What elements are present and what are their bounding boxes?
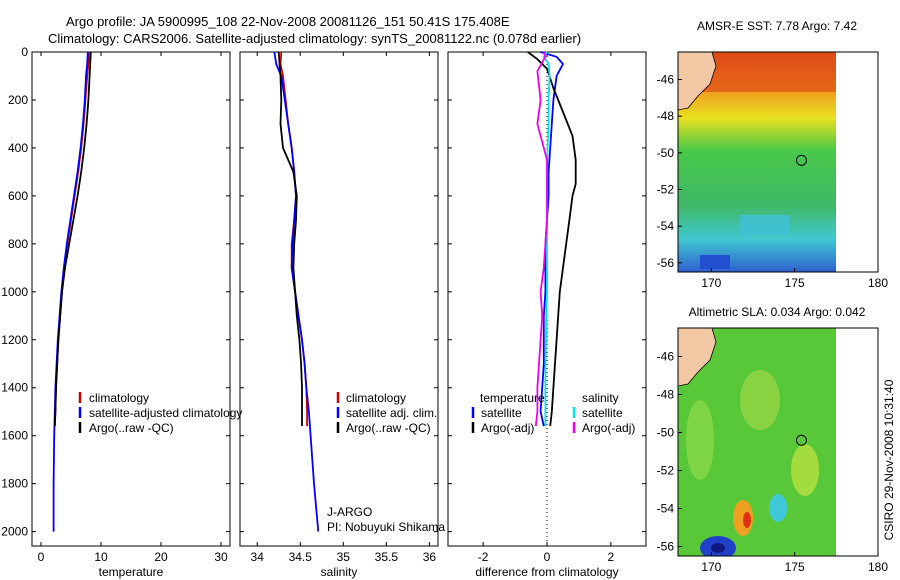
x-tick-label: 35.5 (375, 550, 399, 564)
new-zealand-land (678, 52, 717, 111)
y-tick-label: -48 (657, 109, 675, 123)
y-tick-label: 1600 (1, 429, 28, 443)
x-tick-label: 35 (337, 550, 351, 564)
map-frame (677, 51, 879, 273)
y-tick-label: -56 (657, 256, 675, 270)
legend-header-temperature: temperature (480, 391, 545, 405)
x-axis-label: salinity (321, 565, 358, 579)
legend-label-sal-satellite: satellite (582, 406, 623, 420)
temperature-legend: climatology satellite-adjusted climatolo… (78, 391, 242, 435)
y-tick-label: -50 (657, 426, 675, 440)
y-tick-label: -46 (657, 350, 675, 364)
sla-anomaly (711, 543, 725, 553)
float-pi: PI: Nobuyuki Shikama (327, 520, 445, 534)
figure-title-line2: Climatology: CARS2006. Satellite-adjuste… (48, 31, 581, 46)
figure-title-line1: Argo profile: JA 5900995_108 22-Nov-2008… (66, 14, 510, 29)
legend-label-sal-argo: Argo(-adj) (582, 421, 635, 435)
plot-frame (31, 51, 231, 547)
sst-cold-patch (700, 255, 730, 269)
float-program: J-ARGO (327, 505, 372, 519)
y-tick-label: 800 (8, 237, 28, 251)
series-line (534, 51, 548, 427)
legend-label-argo: Argo(..raw -QC) (346, 421, 431, 435)
sst-map-axes: 170 175 180 -46 -48 -50 -52 -54 -56 (657, 51, 888, 290)
x-tick-label: 10 (94, 550, 108, 564)
sla-anomaly (686, 400, 714, 480)
series-line (273, 51, 320, 532)
float-location-marker (795, 434, 807, 446)
x-tick-label: 180 (868, 560, 888, 574)
y-tick-label: 1000 (1, 285, 28, 299)
sla-map-title: Altimetric SLA: 0.034 Argo: 0.042 (689, 305, 866, 319)
x-tick-label: 34 (251, 550, 265, 564)
legend-label-temp-argo: Argo(-adj) (481, 421, 534, 435)
legend-label-satellite: satellite-adjusted climatology (89, 406, 242, 420)
legend-header-salinity: salinity (582, 391, 619, 405)
sst-map (678, 52, 836, 272)
x-tick-label: 34.5 (289, 550, 313, 564)
x-tick-label: 30 (214, 550, 228, 564)
series-line (52, 51, 89, 532)
y-tick-label: -50 (657, 146, 675, 160)
legend-label-argo: Argo(..raw -QC) (89, 421, 174, 435)
x-tick-label: 0 (544, 550, 551, 564)
y-tick-label: 600 (8, 189, 28, 203)
salinity-panel: 34 34.5 35 35.5 36 salinity (239, 51, 439, 579)
y-tick-label: -52 (657, 464, 675, 478)
y-tick-label: 400 (8, 141, 28, 155)
sla-anomaly (769, 494, 787, 522)
y-tick-label: -46 (657, 73, 675, 87)
y-tick-label: -48 (657, 388, 675, 402)
x-tick-label: -2 (478, 550, 489, 564)
series-line (277, 51, 303, 427)
map-frame (677, 327, 879, 557)
x-tick-label: 175 (785, 560, 805, 574)
x-tick-label: 170 (701, 276, 721, 290)
legend-label-climatology: climatology (89, 391, 149, 405)
float-location-marker (795, 154, 807, 166)
x-tick-label: 175 (785, 276, 805, 290)
difference-legend: temperature satellite Argo(-adj) salinit… (471, 391, 635, 435)
x-tick-label: 180 (868, 276, 888, 290)
y-tick-label: -56 (657, 540, 675, 554)
y-tick-label: 1200 (1, 333, 28, 347)
legend-label-satellite: satellite adj. clim. (346, 406, 437, 420)
sla-anomaly (740, 370, 780, 430)
y-tick-label: -52 (657, 183, 675, 197)
x-tick-label: 20 (154, 550, 168, 564)
y-tick-label: 1800 (1, 477, 28, 491)
x-tick-label: 0 (38, 550, 45, 564)
plot-frame (239, 51, 439, 547)
y-tick-label: 0 (21, 45, 28, 59)
temperature-panel: 0 10 20 30 0 200 400 600 800 1000 1200 1400 1600 1800… (1, 45, 231, 579)
x-tick-label: 170 (701, 560, 721, 574)
salinity-legend: climatology satellite adj. clim. Argo(..… (327, 391, 445, 534)
y-tick-label: -54 (657, 219, 675, 233)
timestamp-label: CSIRO 29-Nov-2008 10:31:40 (882, 379, 896, 540)
series-line (53, 51, 92, 427)
x-tick-label: 2 (608, 550, 615, 564)
series-line (539, 51, 564, 427)
y-tick-label: 2000 (1, 525, 28, 539)
legend-label-climatology: climatology (346, 391, 406, 405)
sst-map-title: AMSR-E SST: 7.78 Argo: 7.42 (697, 19, 857, 33)
x-tick-label: 36 (423, 550, 437, 564)
y-tick-label: 1400 (1, 381, 28, 395)
y-tick-label: 200 (8, 93, 28, 107)
legend-label-temp-satellite: satellite (481, 406, 522, 420)
x-axis-label: difference from climatology (475, 565, 618, 579)
series-line (527, 51, 577, 427)
sst-cool-patch (740, 215, 790, 235)
x-axis-label: temperature (99, 565, 164, 579)
sla-anomaly (791, 444, 819, 496)
sla-map (678, 328, 836, 556)
y-tick-label: -54 (657, 502, 675, 516)
new-zealand-land (678, 328, 717, 387)
sla-anomaly (743, 512, 751, 528)
sla-map-axes: 170 175 180 -46 -48 -50 -52 -54 -56 (657, 327, 888, 574)
